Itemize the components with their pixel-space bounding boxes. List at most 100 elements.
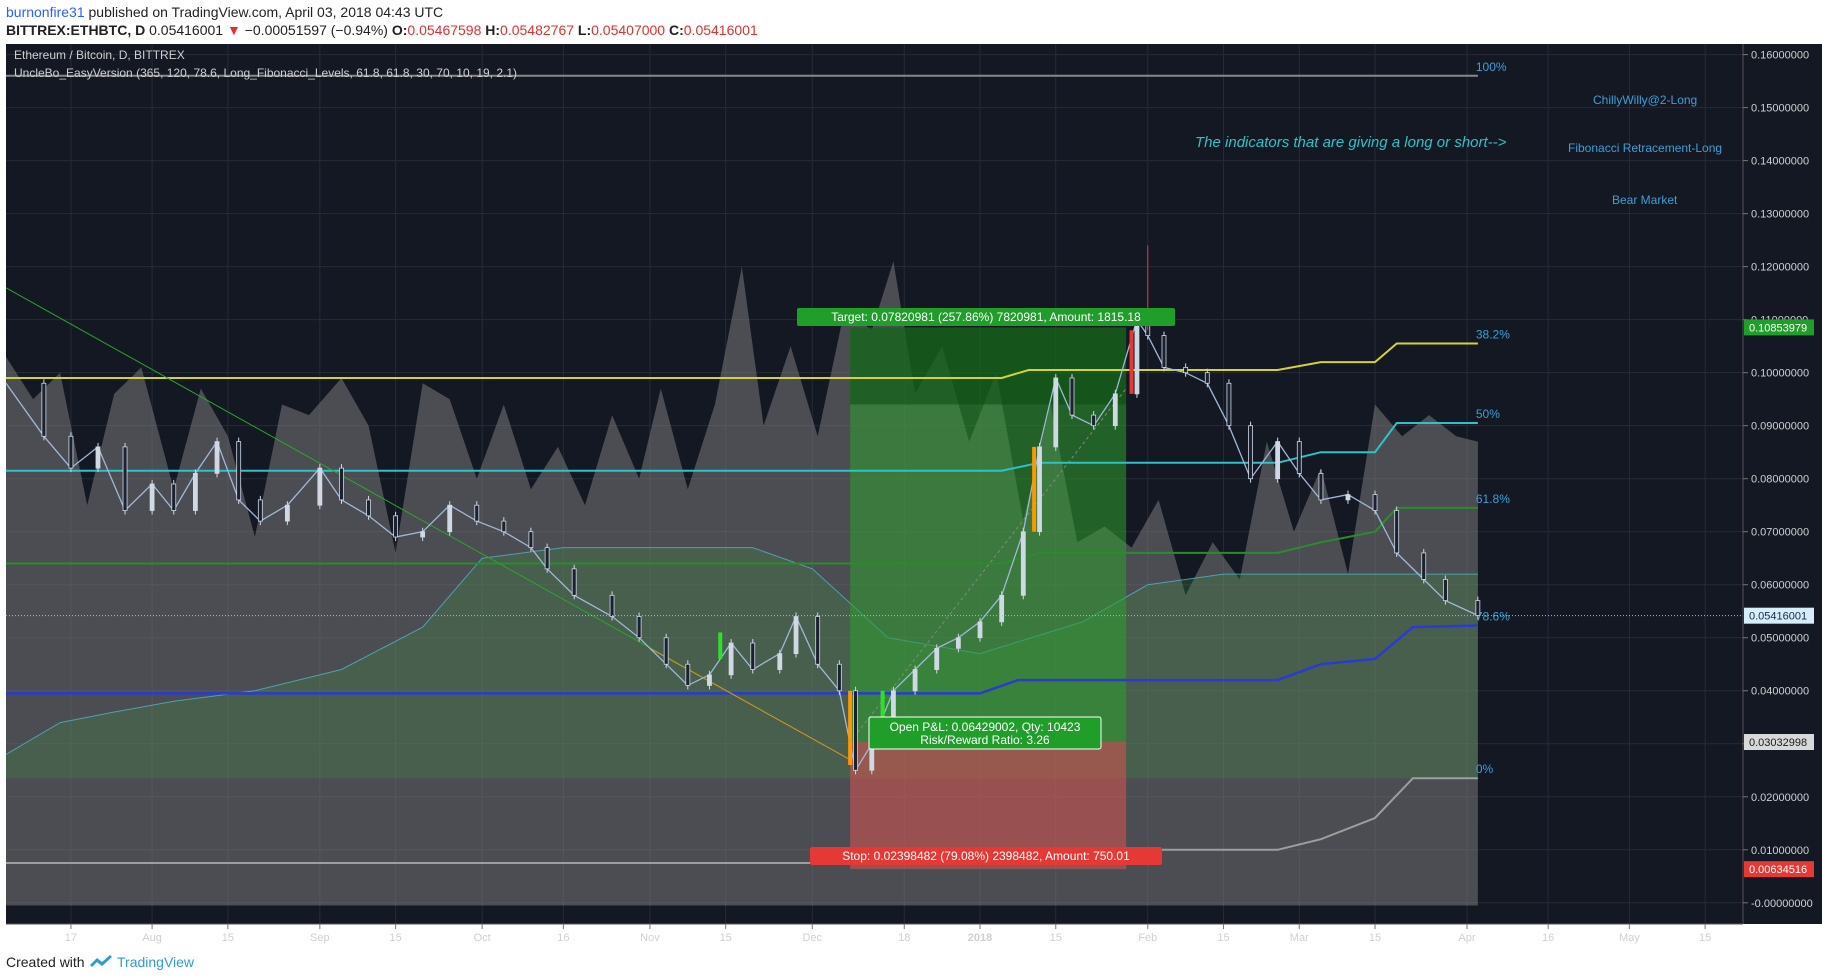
signal-chillywilly: ChillyWilly@2-Long <box>1593 93 1697 107</box>
price-tick-label: 0.02000000 <box>1751 792 1809 804</box>
publish-line: burnonfire31 published on TradingView.co… <box>6 4 443 20</box>
candle-body <box>728 642 734 676</box>
candle-body <box>836 663 842 692</box>
candle-body <box>447 504 453 533</box>
price-tags: 0.10853979 0.05416001 0.03032998 0.00634516 <box>1744 319 1814 878</box>
open-pnl-label: Open P&L: 0.06429002, Qty: 10423 Risk/Re… <box>868 716 1102 750</box>
tradingview-link[interactable]: TradingView <box>117 954 195 970</box>
time-tick-label: Apr <box>1458 932 1475 944</box>
candle-body <box>474 504 480 522</box>
time-tick-label: 17 <box>65 932 77 944</box>
candle-body <box>1475 600 1481 616</box>
candle-body <box>707 674 712 686</box>
long-position-tool[interactable] <box>849 327 1127 870</box>
candle-body <box>955 637 961 649</box>
time-tick-label: 16 <box>557 932 569 944</box>
price-change: −0.00051597 (−0.94%) <box>244 22 388 38</box>
fib-level-label: 61.8% <box>1476 492 1510 506</box>
candle-body <box>95 446 101 469</box>
target-text: Target: 0.07820981 (257.86%) 7820981, Am… <box>831 310 1141 324</box>
close-label: C: <box>668 22 684 38</box>
signal-fibonacci: Fibonacci Retracement-Long <box>1568 141 1722 155</box>
tradingview-logo-icon <box>90 955 112 967</box>
candle-body <box>544 547 550 570</box>
stop-label: Stop: 0.02398482 (79.08%) 2398482, Amoun… <box>810 847 1162 865</box>
price-tick-label: 0.13000000 <box>1751 209 1809 221</box>
candle-body <box>1032 446 1037 532</box>
price-axis[interactable]: 0.16000000 0.15000000 0.14000000 0.13000000… <box>1743 50 1813 910</box>
time-tick-label: Oct <box>474 932 491 944</box>
time-tick-label: 15 <box>1699 932 1711 944</box>
time-axis[interactable]: 17 Aug 15 Sep 15 Oct 16 Nov 15 Dec 18 2018 15 Feb 15 Ma… <box>65 924 1711 944</box>
candle-body <box>339 467 344 501</box>
header-bar: burnonfire31 published on TradingView.co… <box>0 0 1822 44</box>
price-tag <box>1744 734 1814 751</box>
realized-zone <box>850 327 1127 405</box>
candle-body <box>1442 579 1448 602</box>
price-tick-label: 0.12000000 <box>1751 262 1809 274</box>
candle-body <box>68 435 74 469</box>
high-label: H: <box>485 22 501 38</box>
candle-body <box>41 382 47 437</box>
price-tick-label: 0.10000000 <box>1751 368 1809 380</box>
trend-line-secondary <box>649 647 851 761</box>
candle-body <box>977 621 983 639</box>
price-tick-label: -0.00000000 <box>1751 898 1813 910</box>
candle-body <box>912 669 918 692</box>
candle-body <box>1421 552 1427 580</box>
price-tag <box>1744 861 1814 878</box>
author-link[interactable]: burnonfire31 <box>6 4 85 20</box>
candle-body <box>609 594 615 617</box>
candle-body <box>793 616 799 655</box>
time-tick-label: 15 <box>1369 932 1381 944</box>
candle-body <box>1129 330 1134 394</box>
price-tick-label: 0.07000000 <box>1751 527 1809 539</box>
candle-body <box>1112 393 1118 427</box>
chart-title: Ethereum / Bitcoin, D, BITTREX <box>14 48 185 62</box>
candle-body <box>718 632 723 659</box>
candle-body <box>636 616 642 639</box>
time-tick-label: 15 <box>389 932 401 944</box>
footer-bar: Created with TradingView <box>0 944 1822 979</box>
price-tick-label: 0.01000000 <box>1751 845 1809 857</box>
pnl-path <box>849 388 1127 743</box>
fib-level-label: 100% <box>1476 60 1507 74</box>
candle-body <box>1226 382 1232 427</box>
candle-body <box>1394 510 1400 554</box>
candle-body <box>1204 372 1210 384</box>
candle-body <box>317 467 323 506</box>
candle-body <box>1296 441 1302 474</box>
indicator-legend[interactable]: UncleBo_EasyVersion (365, 120, 78.6, Lon… <box>14 66 517 80</box>
price-tick-label: 0.16000000 <box>1751 50 1809 62</box>
price-tick-label: 0.09000000 <box>1751 421 1809 433</box>
high-value: 0.05482767 <box>500 22 575 38</box>
fib-level-line <box>6 624 1478 695</box>
candle-body <box>1345 494 1351 501</box>
candle-body <box>171 483 177 511</box>
candle-body <box>815 616 821 665</box>
price-tag <box>1744 319 1814 336</box>
time-tick-label: Mar <box>1290 932 1309 944</box>
symbol-label: BITTREX:ETHBTC, D <box>6 22 146 38</box>
candle-body <box>848 690 853 765</box>
price-tag <box>1744 607 1814 624</box>
fib-level-label: 50% <box>1476 407 1500 421</box>
price-tick-label: 0.04000000 <box>1751 686 1809 698</box>
open-label: O: <box>391 22 408 38</box>
candle-body <box>528 531 534 549</box>
time-tick-label: Dec <box>802 932 822 944</box>
price-chart[interactable]: 100% 38.2% 50% 61.8% 78.6% 0% 0.16000000 0.150… <box>0 44 1822 944</box>
price-tag-label: 0.10853979 <box>1749 322 1807 334</box>
candle-body <box>1248 425 1253 480</box>
time-tick-label: May <box>1619 932 1640 944</box>
price-tag-label: 0.00634516 <box>1749 864 1807 876</box>
candle-body <box>750 642 756 670</box>
candle-body <box>257 499 263 522</box>
target-label: Target: 0.07820981 (257.86%) 7820981, Am… <box>797 308 1175 326</box>
price-line <box>5 318 1479 773</box>
price-tick-label: 0.14000000 <box>1751 156 1809 168</box>
candle-body <box>214 441 220 474</box>
candle-body <box>122 446 128 511</box>
price-tag-label: 0.03032998 <box>1749 737 1807 749</box>
signal-bear-market: Bear Market <box>1612 193 1678 207</box>
